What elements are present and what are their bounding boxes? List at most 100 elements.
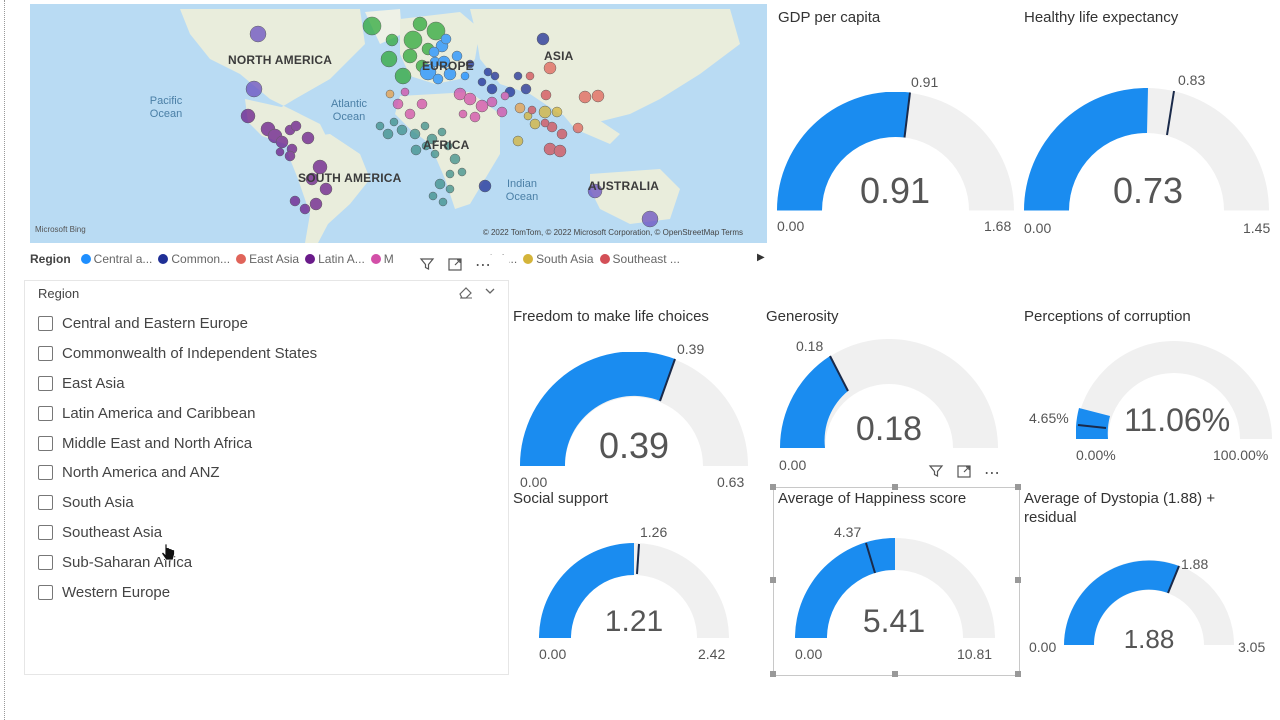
resize-handle[interactable] [892,484,898,490]
continent-label: SOUTH AMERICA [298,171,402,185]
focus-mode-icon[interactable] [447,256,463,275]
gauge-target-value: 0.18 [796,338,824,354]
gauge-target-value: 1.88 [1181,556,1209,572]
gauge-value: 5.41 [862,603,926,639]
legend-next-arrow-icon[interactable]: ▶ [757,252,765,263]
gauge-min: 0.00 [777,218,805,234]
checkbox[interactable] [38,346,53,362]
gauge-value: 0.73 [1112,170,1184,211]
legend-item[interactable]: Central a... [80,252,152,266]
checkbox[interactable] [38,375,53,391]
gauge-target-value: 1.26 [640,524,668,540]
slicer-item[interactable]: South Asia [38,488,317,518]
slicer-item[interactable]: Western Europe [38,577,317,607]
ocean-label: Atlantic Ocean [330,98,368,123]
slicer-item[interactable]: Central and Eastern Europe [38,309,317,339]
slicer-item[interactable]: Latin America and Caribbean [38,398,317,428]
hand-cursor-icon [160,543,176,568]
filter-icon[interactable] [419,256,435,275]
gauge-max: 1.68 [984,218,1012,234]
slicer-list: Central and Eastern Europe Commonwealth … [38,309,317,607]
legend-title: Region [30,252,71,266]
continent-label: AFRICA [423,138,470,152]
slicer-title: Region [38,286,80,301]
gauge-value: 1.88 [1123,624,1175,654]
canvas-edge [4,0,5,720]
legend-item[interactable]: Latin A... [305,252,365,266]
gauge-title: Healthy life expectancy [1024,9,1179,26]
checkbox[interactable] [38,465,53,481]
resize-handle[interactable] [770,671,776,677]
gauge-max: 2.42 [698,646,726,662]
gauge-value: 0.91 [859,170,931,211]
slicer-item[interactable]: East Asia [38,369,317,399]
resize-handle[interactable] [1015,577,1021,583]
checkbox[interactable] [38,495,53,511]
checkbox[interactable] [38,584,53,600]
gauge-max: 3.05 [1238,639,1266,655]
more-options-icon[interactable]: ⋯ [984,465,1000,482]
slicer-item[interactable]: Middle East and North Africa [38,428,317,458]
checkbox[interactable] [38,554,53,570]
map-legend: Region Central a... Common... East Asia … [30,250,770,268]
gauge-target-value: 4.37 [834,524,862,540]
gauge-arc [1064,560,1234,645]
gauge-target-value: 0.91 [911,74,939,90]
gauge-title: Freedom to make life choices [513,308,709,325]
gauge-arc [539,543,729,638]
gauge-arc [1076,341,1272,439]
continent-label: NORTH AMERICA [228,53,333,67]
slicer-item[interactable]: North America and ANZ [38,458,317,488]
legend-item[interactable]: East Asia [236,252,299,266]
gauge-max: 10.81 [957,646,993,662]
slicer-item[interactable]: Sub-Saharan Africa [38,547,317,577]
region-map[interactable]: NORTH AMERICA EUROPE ASIA AFRICA SOUTH A… [30,4,767,243]
visual-header: ⋯ [928,463,1000,483]
visual-header: ⋯ [419,255,509,275]
gauge-min: 0.00 [539,646,567,662]
gauge-max: 1.45 [1243,220,1271,236]
map-copyright[interactable]: © 2022 TomTom, © 2022 Microsoft Corporat… [482,228,743,237]
gauge-title: GDP per capita [778,9,881,26]
gauge-target-value: 0.83 [1178,72,1206,88]
continent-label: ASIA [544,49,574,63]
legend-item[interactable]: South Asia [523,252,594,266]
legend-item[interactable]: M [370,252,394,266]
resize-handle[interactable] [770,484,776,490]
legend-item[interactable]: Southeast ... [599,252,680,266]
resize-handle[interactable] [1015,671,1021,677]
gauge-min: 0.00 [795,646,823,662]
gauge-max: 100.00% [1213,447,1269,463]
gauge-value: 11.06% [1124,402,1231,438]
checkbox[interactable] [38,316,53,332]
resize-handle[interactable] [1015,484,1021,490]
gauge-title: Average of Happiness score [778,490,967,507]
filter-icon[interactable] [928,463,944,483]
gauge-min: 0.00 [520,474,548,490]
checkbox[interactable] [38,524,53,540]
gauge-title: Social support [513,490,609,507]
gauge-value: 1.21 [604,605,664,638]
checkbox[interactable] [38,405,53,421]
gauge-target-value: 0.39 [677,341,705,357]
gauge-arc [780,339,998,448]
gauge-title: Perceptions of corruption [1024,308,1191,325]
checkbox[interactable] [38,435,53,451]
gauge-value: 0.39 [598,425,670,466]
resize-handle[interactable] [892,671,898,677]
continent-label: AUSTRALIA [588,179,660,193]
gauge-value: 0.18 [855,410,923,448]
legend-item[interactable]: Common... [158,252,230,266]
continent-label: EUROPE [422,59,474,73]
eraser-icon[interactable] [458,285,474,302]
gauge-title: Generosity [766,308,839,325]
more-options-icon[interactable]: ⋯ [475,257,492,274]
focus-mode-icon[interactable] [956,463,972,483]
gauge-min: 0.00 [1024,220,1052,236]
slicer-item[interactable]: Southeast Asia [38,518,317,548]
ocean-label: Pacific Ocean [149,95,183,120]
gauge-arc [777,92,1014,211]
slicer-item[interactable]: Commonwealth of Independent States [38,339,317,369]
chevron-down-icon[interactable] [484,285,496,302]
resize-handle[interactable] [770,577,776,583]
